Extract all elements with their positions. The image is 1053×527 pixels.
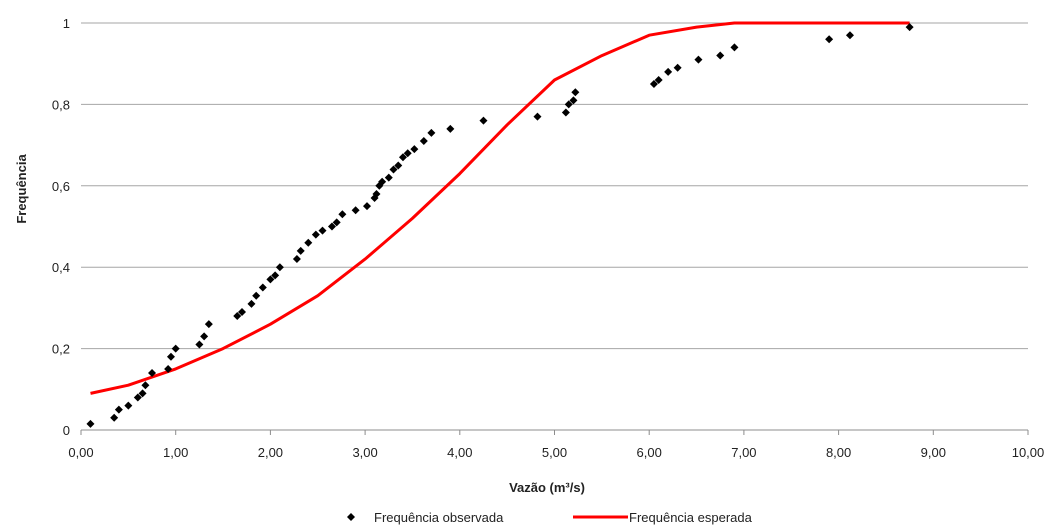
observed-point: [133, 393, 142, 402]
observed-point: [384, 173, 393, 182]
observed-point: [200, 332, 209, 341]
observed-point: [327, 222, 336, 231]
observed-point: [730, 43, 739, 52]
observed-point: [362, 202, 371, 211]
observed-point: [905, 23, 914, 32]
observed-point: [233, 312, 242, 321]
observed-point: [86, 419, 95, 428]
x-tick-label: 6,00: [637, 445, 662, 460]
line-layer: [90, 21, 910, 395]
x-tick-label: 9,00: [921, 445, 946, 460]
expected-frequency-line: [90, 21, 910, 395]
observed-point: [845, 31, 854, 40]
observed-point: [378, 177, 387, 186]
y-tick-label: 0,2: [52, 342, 70, 357]
x-tick-label: 1,00: [163, 445, 188, 460]
observed-point: [664, 67, 673, 76]
observed-point: [124, 401, 133, 410]
legend: Frequência observada Frequência esperada: [347, 510, 753, 525]
observed-point: [141, 381, 150, 390]
observed-point: [673, 63, 682, 72]
observed-point: [247, 299, 256, 308]
observed-point: [171, 344, 180, 353]
observed-point: [394, 161, 403, 170]
axis-layer: 00,20,40,60,810,00 1,00 2,00 3,00 4,00 5,00 6,…: [52, 16, 1044, 460]
x-tick-label: 5,00: [542, 445, 567, 460]
observed-point: [195, 340, 204, 349]
observed-point: [275, 263, 284, 272]
observed-point: [649, 80, 658, 89]
observed-point: [427, 128, 436, 137]
y-tick-label: 0,4: [52, 260, 70, 275]
observed-point: [271, 271, 280, 280]
observed-point: [332, 218, 341, 227]
observed-point: [266, 275, 275, 284]
observed-point: [654, 75, 663, 84]
legend-label-expected: Frequência esperada: [629, 510, 753, 525]
observed-point: [252, 291, 261, 300]
observed-point: [716, 51, 725, 60]
observed-point: [533, 112, 542, 121]
observed-point: [694, 55, 703, 64]
observed-point: [164, 364, 173, 373]
x-tick-label: 0,00: [68, 445, 93, 460]
observed-point: [110, 413, 119, 422]
legend-marker-observed: [347, 513, 355, 521]
x-tick-label: 7,00: [731, 445, 756, 460]
observed-point: [304, 238, 313, 247]
observed-point: [564, 100, 573, 109]
observed-point: [389, 165, 398, 174]
observed-point: [561, 108, 570, 117]
point-layer: [86, 23, 914, 428]
observed-point: [311, 230, 320, 239]
observed-point: [446, 124, 455, 133]
x-axis-title: Vazão (m³/s): [509, 480, 585, 495]
y-tick-label: 0,8: [52, 97, 70, 112]
observed-point: [398, 153, 407, 162]
x-tick-label: 8,00: [826, 445, 851, 460]
observed-point: [338, 210, 347, 219]
observed-point: [237, 307, 246, 316]
observed-point: [403, 149, 412, 158]
observed-point: [148, 369, 157, 378]
observed-point: [138, 389, 147, 398]
y-tick-label: 0: [63, 423, 70, 438]
observed-point: [296, 246, 305, 255]
observed-point: [114, 405, 123, 414]
observed-point: [825, 35, 834, 44]
x-tick-label: 2,00: [258, 445, 283, 460]
observed-point: [571, 88, 580, 97]
legend-label-observed: Frequência observada: [374, 510, 504, 525]
observed-point: [318, 226, 327, 235]
x-tick-label: 10,00: [1012, 445, 1045, 460]
observed-point: [258, 283, 267, 292]
observed-point: [166, 352, 175, 361]
y-axis-title: Frequência: [14, 154, 29, 224]
observed-point: [410, 145, 419, 154]
y-tick-label: 0,6: [52, 179, 70, 194]
observed-point: [204, 320, 213, 329]
observed-point: [351, 206, 360, 215]
observed-point: [479, 116, 488, 125]
y-tick-label: 1: [63, 16, 70, 31]
observed-point: [419, 137, 428, 146]
observed-point: [569, 96, 578, 105]
observed-point: [292, 255, 301, 264]
x-tick-label: 4,00: [447, 445, 472, 460]
grid-layer: [81, 22, 1028, 350]
x-tick-label: 3,00: [352, 445, 377, 460]
observed-point: [372, 189, 381, 198]
